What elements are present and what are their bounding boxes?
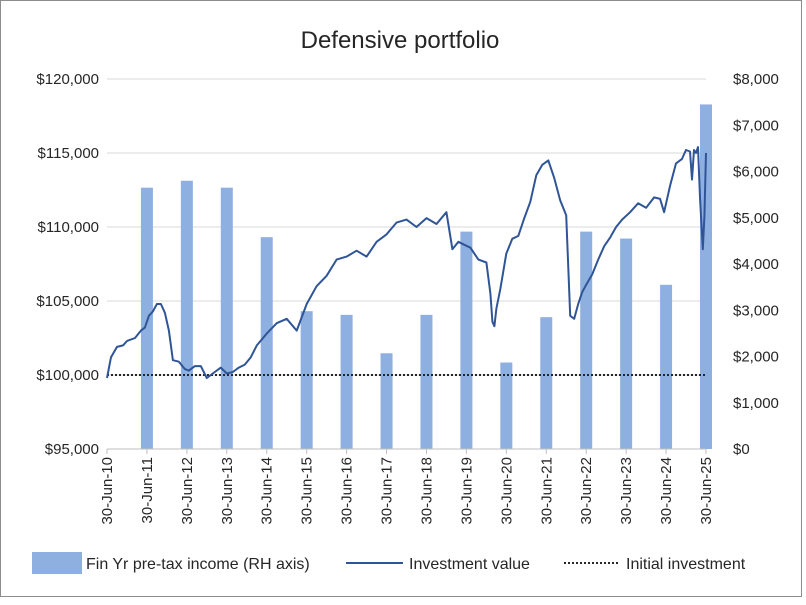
legend: Fin Yr pre-tax income (RH axis) Investmen… bbox=[32, 552, 746, 574]
bar-series bbox=[140, 104, 712, 449]
income-bar bbox=[580, 231, 593, 449]
right-axis: $0 $1,000 $2,000 $3,000 $4,000 $5,000 $6,000 $7… bbox=[733, 71, 779, 458]
x-tick-label: 30-Jun-21 bbox=[538, 457, 555, 525]
x-tick-label: 30-Jun-11 bbox=[139, 457, 156, 523]
income-bar bbox=[420, 314, 433, 449]
x-tick-label: 30-Jun-12 bbox=[179, 457, 196, 525]
income-bar bbox=[660, 284, 673, 449]
income-bar bbox=[180, 180, 193, 449]
left-tick-label: $95,000 bbox=[45, 441, 99, 458]
x-tick-label: 30-Jun-19 bbox=[458, 457, 475, 525]
income-bar bbox=[460, 231, 473, 449]
x-tick-label: 30-Jun-20 bbox=[498, 457, 515, 525]
chart-title: Defensive portfolio bbox=[301, 27, 500, 54]
x-tick-label: 30-Jun-14 bbox=[259, 457, 276, 525]
x-tick-label: 30-Jun-25 bbox=[698, 457, 715, 525]
income-bar bbox=[380, 353, 393, 449]
left-tick-label: $120,000 bbox=[36, 71, 99, 88]
income-bar bbox=[220, 187, 233, 449]
income-bar bbox=[540, 317, 553, 449]
right-tick-label: $2,000 bbox=[733, 349, 779, 366]
income-bar bbox=[620, 238, 633, 449]
right-tick-label: $4,000 bbox=[733, 256, 779, 273]
x-tick-label: 30-Jun-23 bbox=[618, 457, 635, 525]
x-tick-label: 30-Jun-16 bbox=[339, 457, 356, 525]
x-tick-label: 30-Jun-13 bbox=[219, 457, 236, 525]
x-tick-label: 30-Jun-17 bbox=[379, 457, 396, 525]
legend-swatch-income bbox=[32, 552, 82, 574]
line-series bbox=[106, 146, 707, 379]
income-bar bbox=[500, 362, 513, 449]
income-bar bbox=[340, 314, 353, 449]
right-tick-label: $5,000 bbox=[733, 210, 779, 227]
left-tick-label: $110,000 bbox=[38, 219, 99, 236]
x-tick-label: 30-Jun-15 bbox=[299, 457, 316, 525]
right-tick-label: $7,000 bbox=[733, 117, 779, 134]
left-tick-label: $105,000 bbox=[36, 293, 99, 310]
legend-label-income: Fin Yr pre-tax income (RH axis) bbox=[86, 556, 310, 573]
x-tick-label: 30-Jun-10 bbox=[99, 457, 116, 525]
right-tick-label: $3,000 bbox=[733, 302, 779, 319]
income-bar bbox=[300, 311, 313, 449]
right-tick-label: $0 bbox=[733, 441, 750, 458]
left-tick-label: $100,000 bbox=[36, 367, 99, 384]
right-tick-label: $1,000 bbox=[733, 395, 779, 412]
legend-label-initial: Initial investment bbox=[626, 556, 746, 573]
left-axis: $95,000 $100,000 $105,000 $110,000 $115,000 $… bbox=[36, 71, 99, 458]
income-bar bbox=[700, 104, 712, 449]
income-bar bbox=[260, 237, 273, 449]
x-tick-label: 30-Jun-22 bbox=[578, 457, 595, 525]
x-tick-label: 30-Jun-24 bbox=[658, 457, 675, 525]
income-bar bbox=[140, 187, 153, 449]
x-tick-label: 30-Jun-18 bbox=[418, 457, 435, 525]
right-tick-label: $6,000 bbox=[733, 164, 779, 181]
right-tick-label: $8,000 bbox=[733, 71, 779, 88]
x-axis: 30-Jun-10 30-Jun-11 30-Jun-12 30-Jun-13 30-J… bbox=[99, 448, 715, 525]
investment-value-line bbox=[106, 146, 707, 379]
left-tick-label: $115,000 bbox=[38, 145, 99, 162]
legend-label-investment: Investment value bbox=[409, 556, 530, 573]
